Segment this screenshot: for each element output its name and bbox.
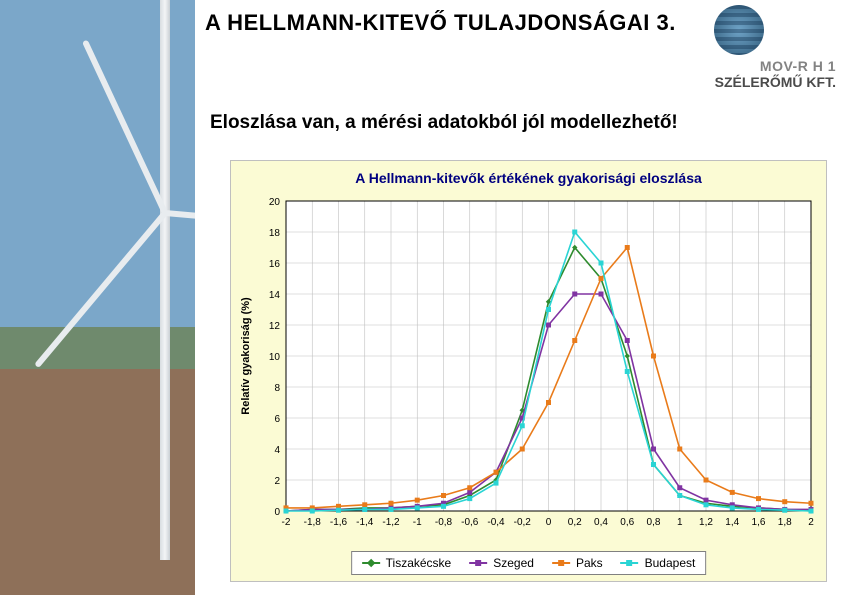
svg-text:12: 12 — [269, 321, 281, 332]
svg-text:6: 6 — [274, 414, 280, 425]
slide: A HELLMANN-KITEVŐ TULAJDONSÁGAI 3. MOV-R… — [0, 0, 842, 595]
svg-text:16: 16 — [269, 259, 281, 270]
company-name: MOV-R H 1 SZÉLERŐMŰ KFT. — [715, 58, 836, 90]
svg-text:0,8: 0,8 — [647, 517, 661, 528]
svg-text:0,6: 0,6 — [620, 517, 634, 528]
svg-text:-1,8: -1,8 — [304, 517, 322, 528]
wind-turbine-photo — [0, 0, 195, 595]
svg-text:-2: -2 — [282, 517, 291, 528]
svg-text:-0,8: -0,8 — [435, 517, 453, 528]
svg-text:20: 20 — [269, 197, 281, 208]
svg-text:-1: -1 — [413, 517, 422, 528]
svg-text:0,2: 0,2 — [568, 517, 582, 528]
svg-text:1: 1 — [677, 517, 683, 528]
svg-text:1,8: 1,8 — [778, 517, 792, 528]
company-line2: SZÉLERŐMŰ KFT. — [715, 74, 836, 90]
svg-text:10: 10 — [269, 352, 281, 363]
svg-text:8: 8 — [274, 383, 280, 394]
svg-text:-1,4: -1,4 — [356, 517, 374, 528]
legend-item: Budapest — [621, 556, 696, 570]
chart-svg: 02468101214161820-2-1,8-1,6-1,4-1,2-1-0,… — [231, 161, 826, 581]
legend-item: Szeged — [469, 556, 534, 570]
company-logo-icon — [714, 5, 764, 55]
svg-text:1,2: 1,2 — [699, 517, 713, 528]
company-line1: MOV-R H 1 — [715, 58, 836, 74]
turbine-tower — [160, 0, 170, 560]
svg-text:1,4: 1,4 — [725, 517, 739, 528]
svg-text:-1,2: -1,2 — [382, 517, 400, 528]
subtitle: Eloszlása van, a mérési adatokból jól mo… — [210, 112, 678, 134]
turbine-blade — [82, 40, 168, 215]
frequency-distribution-chart: 02468101214161820-2-1,8-1,6-1,4-1,2-1-0,… — [230, 160, 827, 582]
svg-text:0: 0 — [274, 507, 280, 518]
legend-item: Tiszakécske — [362, 556, 452, 570]
svg-text:-0,2: -0,2 — [514, 517, 532, 528]
svg-text:4: 4 — [274, 445, 280, 456]
chart-legend: Tiszakécske Szeged Paks Budapest — [351, 551, 707, 575]
svg-text:2: 2 — [274, 476, 280, 487]
svg-text:1,6: 1,6 — [752, 517, 766, 528]
svg-text:14: 14 — [269, 290, 281, 301]
svg-text:18: 18 — [269, 228, 281, 239]
svg-text:-0,4: -0,4 — [487, 517, 505, 528]
svg-text:2: 2 — [808, 517, 814, 528]
svg-text:A Hellmann-kitevők értékének g: A Hellmann-kitevők értékének gyakorisági… — [355, 170, 702, 186]
legend-item: Paks — [552, 556, 603, 570]
svg-text:-1,6: -1,6 — [330, 517, 348, 528]
svg-text:0: 0 — [546, 517, 552, 528]
turbine-blade — [34, 211, 167, 368]
svg-text:Relatív gyakoriság (%): Relatív gyakoriság (%) — [240, 297, 252, 415]
svg-text:0,4: 0,4 — [594, 517, 608, 528]
svg-text:-0,6: -0,6 — [461, 517, 479, 528]
page-title: A HELLMANN-KITEVŐ TULAJDONSÁGAI 3. — [205, 10, 676, 36]
